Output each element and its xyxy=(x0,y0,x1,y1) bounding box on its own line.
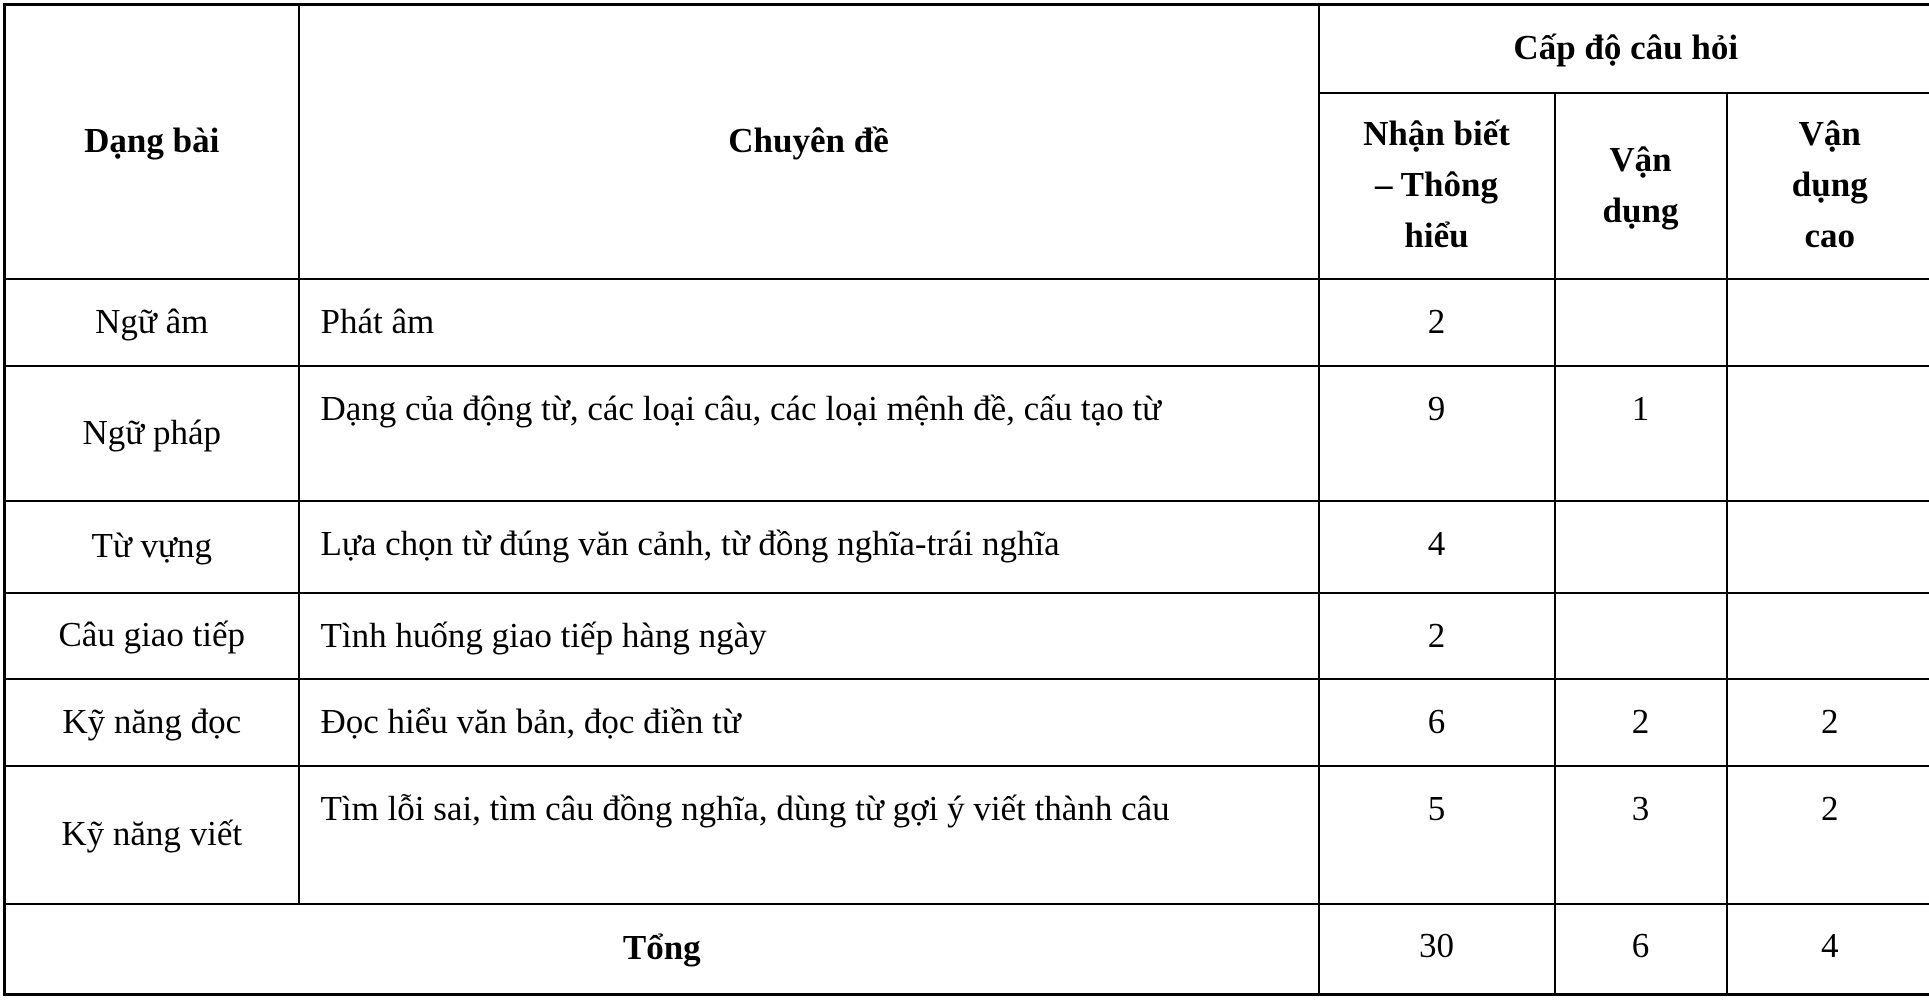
level-vd-cell xyxy=(1555,593,1727,679)
row-type-cell: Kỹ năng viết xyxy=(5,766,299,904)
total-row: Tổng 30 6 4 xyxy=(5,904,1929,995)
level-vd-cell xyxy=(1555,501,1727,593)
level-vd-cell: 3 xyxy=(1555,766,1727,904)
table-row: Câu giao tiếp Tình huống giao tiếp hàng … xyxy=(5,593,1929,679)
level-vdc-cell: 2 xyxy=(1727,766,1929,904)
header-row-group: Dạng bài Chuyên đề Cấp độ câu hỏi xyxy=(5,5,1929,93)
level-nb-cell: 2 xyxy=(1319,593,1555,679)
table-row: Ngữ âm Phát âm 2 xyxy=(5,279,1929,366)
row-topic-cell: Tình huống giao tiếp hàng ngày xyxy=(299,593,1319,679)
total-vdc-cell: 4 xyxy=(1727,904,1929,995)
level-nb-cell: 5 xyxy=(1319,766,1555,904)
total-vd-cell: 6 xyxy=(1555,904,1727,995)
header-chuyen-de: Chuyên đề xyxy=(299,5,1319,279)
level-vd-cell xyxy=(1555,279,1727,366)
level-nb-cell: 2 xyxy=(1319,279,1555,366)
level-vdc-cell xyxy=(1727,501,1929,593)
level-nb-cell: 4 xyxy=(1319,501,1555,593)
row-topic-cell: Dạng của động từ, các loại câu, các loại… xyxy=(299,366,1319,501)
exam-matrix-table: Dạng bài Chuyên đề Cấp độ câu hỏi Nhận b… xyxy=(3,3,1929,996)
header-van-dung-cao: Vận dụng cao xyxy=(1727,93,1929,279)
level-vdc-cell xyxy=(1727,279,1929,366)
row-type-cell: Từ vựng xyxy=(5,501,299,593)
row-topic-cell: Lựa chọn từ đúng văn cảnh, từ đồng nghĩa… xyxy=(299,501,1319,593)
level-vd-cell: 2 xyxy=(1555,679,1727,766)
row-topic-cell: Đọc hiểu văn bản, đọc điền từ xyxy=(299,679,1319,766)
table-row: Ngữ pháp Dạng của động từ, các loại câu,… xyxy=(5,366,1929,501)
header-dang-bai: Dạng bài xyxy=(5,5,299,279)
header-nhan-biet-thong-hieu: Nhận biết – Thông hiểu xyxy=(1319,93,1555,279)
table-row: Từ vựng Lựa chọn từ đúng văn cảnh, từ đồ… xyxy=(5,501,1929,593)
table-row: Kỹ năng viết Tìm lỗi sai, tìm câu đồng n… xyxy=(5,766,1929,904)
level-vdc-cell xyxy=(1727,593,1929,679)
row-type-cell: Ngữ pháp xyxy=(5,366,299,501)
row-type-cell: Ngữ âm xyxy=(5,279,299,366)
header-van-dung: Vận dụng xyxy=(1555,93,1727,279)
total-nb-cell: 30 xyxy=(1319,904,1555,995)
row-type-cell: Kỹ năng đọc xyxy=(5,679,299,766)
table-row: Kỹ năng đọc Đọc hiểu văn bản, đọc điền t… xyxy=(5,679,1929,766)
row-topic-cell: Tìm lỗi sai, tìm câu đồng nghĩa, dùng từ… xyxy=(299,766,1319,904)
row-topic-cell: Phát âm xyxy=(299,279,1319,366)
level-vdc-cell: 2 xyxy=(1727,679,1929,766)
level-nb-cell: 6 xyxy=(1319,679,1555,766)
total-label-cell: Tổng xyxy=(5,904,1319,995)
row-type-cell: Câu giao tiếp xyxy=(5,593,299,679)
header-cap-do-cau-hoi: Cấp độ câu hỏi xyxy=(1319,5,1929,93)
level-vd-cell: 1 xyxy=(1555,366,1727,501)
level-vdc-cell xyxy=(1727,366,1929,501)
level-nb-cell: 9 xyxy=(1319,366,1555,501)
